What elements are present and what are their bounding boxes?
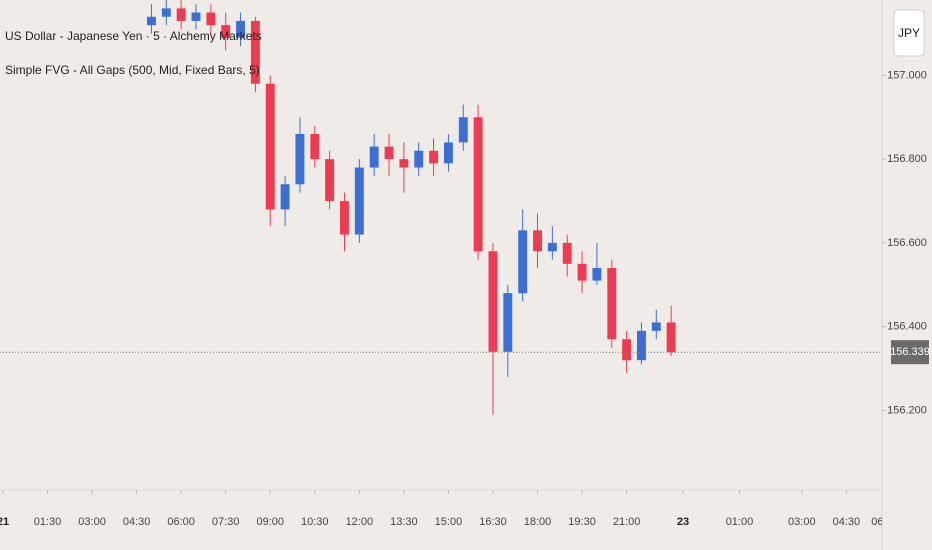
last-price-tag: [891, 340, 929, 365]
candle-body: [206, 12, 216, 26]
candle-body: [161, 8, 171, 17]
y-tick-label: 156.600: [887, 237, 927, 249]
time-axis: 21 01:30 03:00 04:30 06:00 07:30 09:00 10:30 12:…: [0, 490, 899, 528]
candle-body: [518, 230, 528, 294]
candle-body: [265, 83, 275, 210]
candle-body: [547, 242, 557, 252]
candle-body: [562, 242, 572, 264]
candle-body: [147, 16, 156, 26]
x-tick-label: 03:00: [78, 516, 106, 528]
x-tick-label: 21:00: [613, 516, 641, 528]
candle-body: [414, 150, 424, 168]
x-tick-label: 04:30: [123, 516, 151, 528]
candle-body: [473, 117, 483, 252]
x-tick-label: 09:00: [256, 516, 284, 528]
candle-body: [340, 201, 349, 235]
currency-label: JPY: [898, 26, 920, 40]
plot-area: [147, 0, 676, 415]
candle-body: [651, 322, 661, 331]
candle-body: [384, 146, 394, 160]
x-tick-label: 21: [0, 516, 9, 528]
x-tick-label: 07:30: [212, 516, 240, 528]
candle-body: [443, 142, 453, 164]
candle-body: [250, 20, 260, 84]
x-tick-label: 18:00: [524, 516, 552, 528]
candle-body: [577, 263, 587, 281]
x-tick-label: 23: [677, 516, 689, 528]
chart-title: US Dollar - Japanese Yen · 5 · Alchemy M…: [5, 29, 262, 43]
candle-body: [399, 159, 409, 168]
candle-body: [607, 268, 617, 340]
candle-body: [280, 184, 290, 210]
candle-body: [458, 117, 468, 143]
candle-body: [369, 146, 379, 168]
candle-body: [503, 293, 513, 352]
x-tick-label: 03:00: [788, 516, 816, 528]
currency-button[interactable]: [893, 9, 925, 57]
candle-body: [310, 134, 320, 160]
y-tick-label: 157.000: [887, 69, 927, 81]
y-tick-label: 156.400: [887, 321, 927, 333]
candle-body: [325, 159, 335, 202]
last-price-label: 156.339: [890, 346, 930, 358]
candle-body: [295, 134, 305, 185]
x-tick-label: 04:30: [833, 516, 861, 528]
x-tick-label: 10:30: [301, 516, 329, 528]
candle-body: [637, 330, 646, 361]
x-tick-label: 19:30: [568, 516, 596, 528]
y-tick-label: 156.800: [887, 153, 927, 165]
candle-body: [354, 167, 364, 235]
x-tick-label: 01:00: [726, 516, 754, 528]
candle-body: [592, 268, 602, 281]
x-tick-label: 12:00: [346, 516, 374, 528]
indicator-label: Simple FVG - All Gaps (500, Mid, Fixed B…: [5, 63, 260, 77]
candle-body: [236, 20, 245, 38]
x-tick-label: 01:30: [34, 516, 62, 528]
candle-body: [488, 251, 498, 352]
y-tick-label: 156.200: [887, 404, 927, 416]
candle-body: [533, 230, 542, 252]
x-tick-label: 06:00: [871, 516, 899, 528]
x-tick-label: 15:00: [435, 516, 463, 528]
x-tick-label: 13:30: [390, 516, 418, 528]
candle-body: [622, 339, 632, 361]
candle-body: [221, 25, 231, 38]
candle-body: [666, 322, 676, 353]
x-tick-label: 06:00: [167, 516, 195, 528]
candle-body: [191, 12, 201, 21]
candle-body: [429, 150, 439, 164]
x-tick-label: 16:30: [479, 516, 507, 528]
candle-body: [176, 8, 186, 21]
